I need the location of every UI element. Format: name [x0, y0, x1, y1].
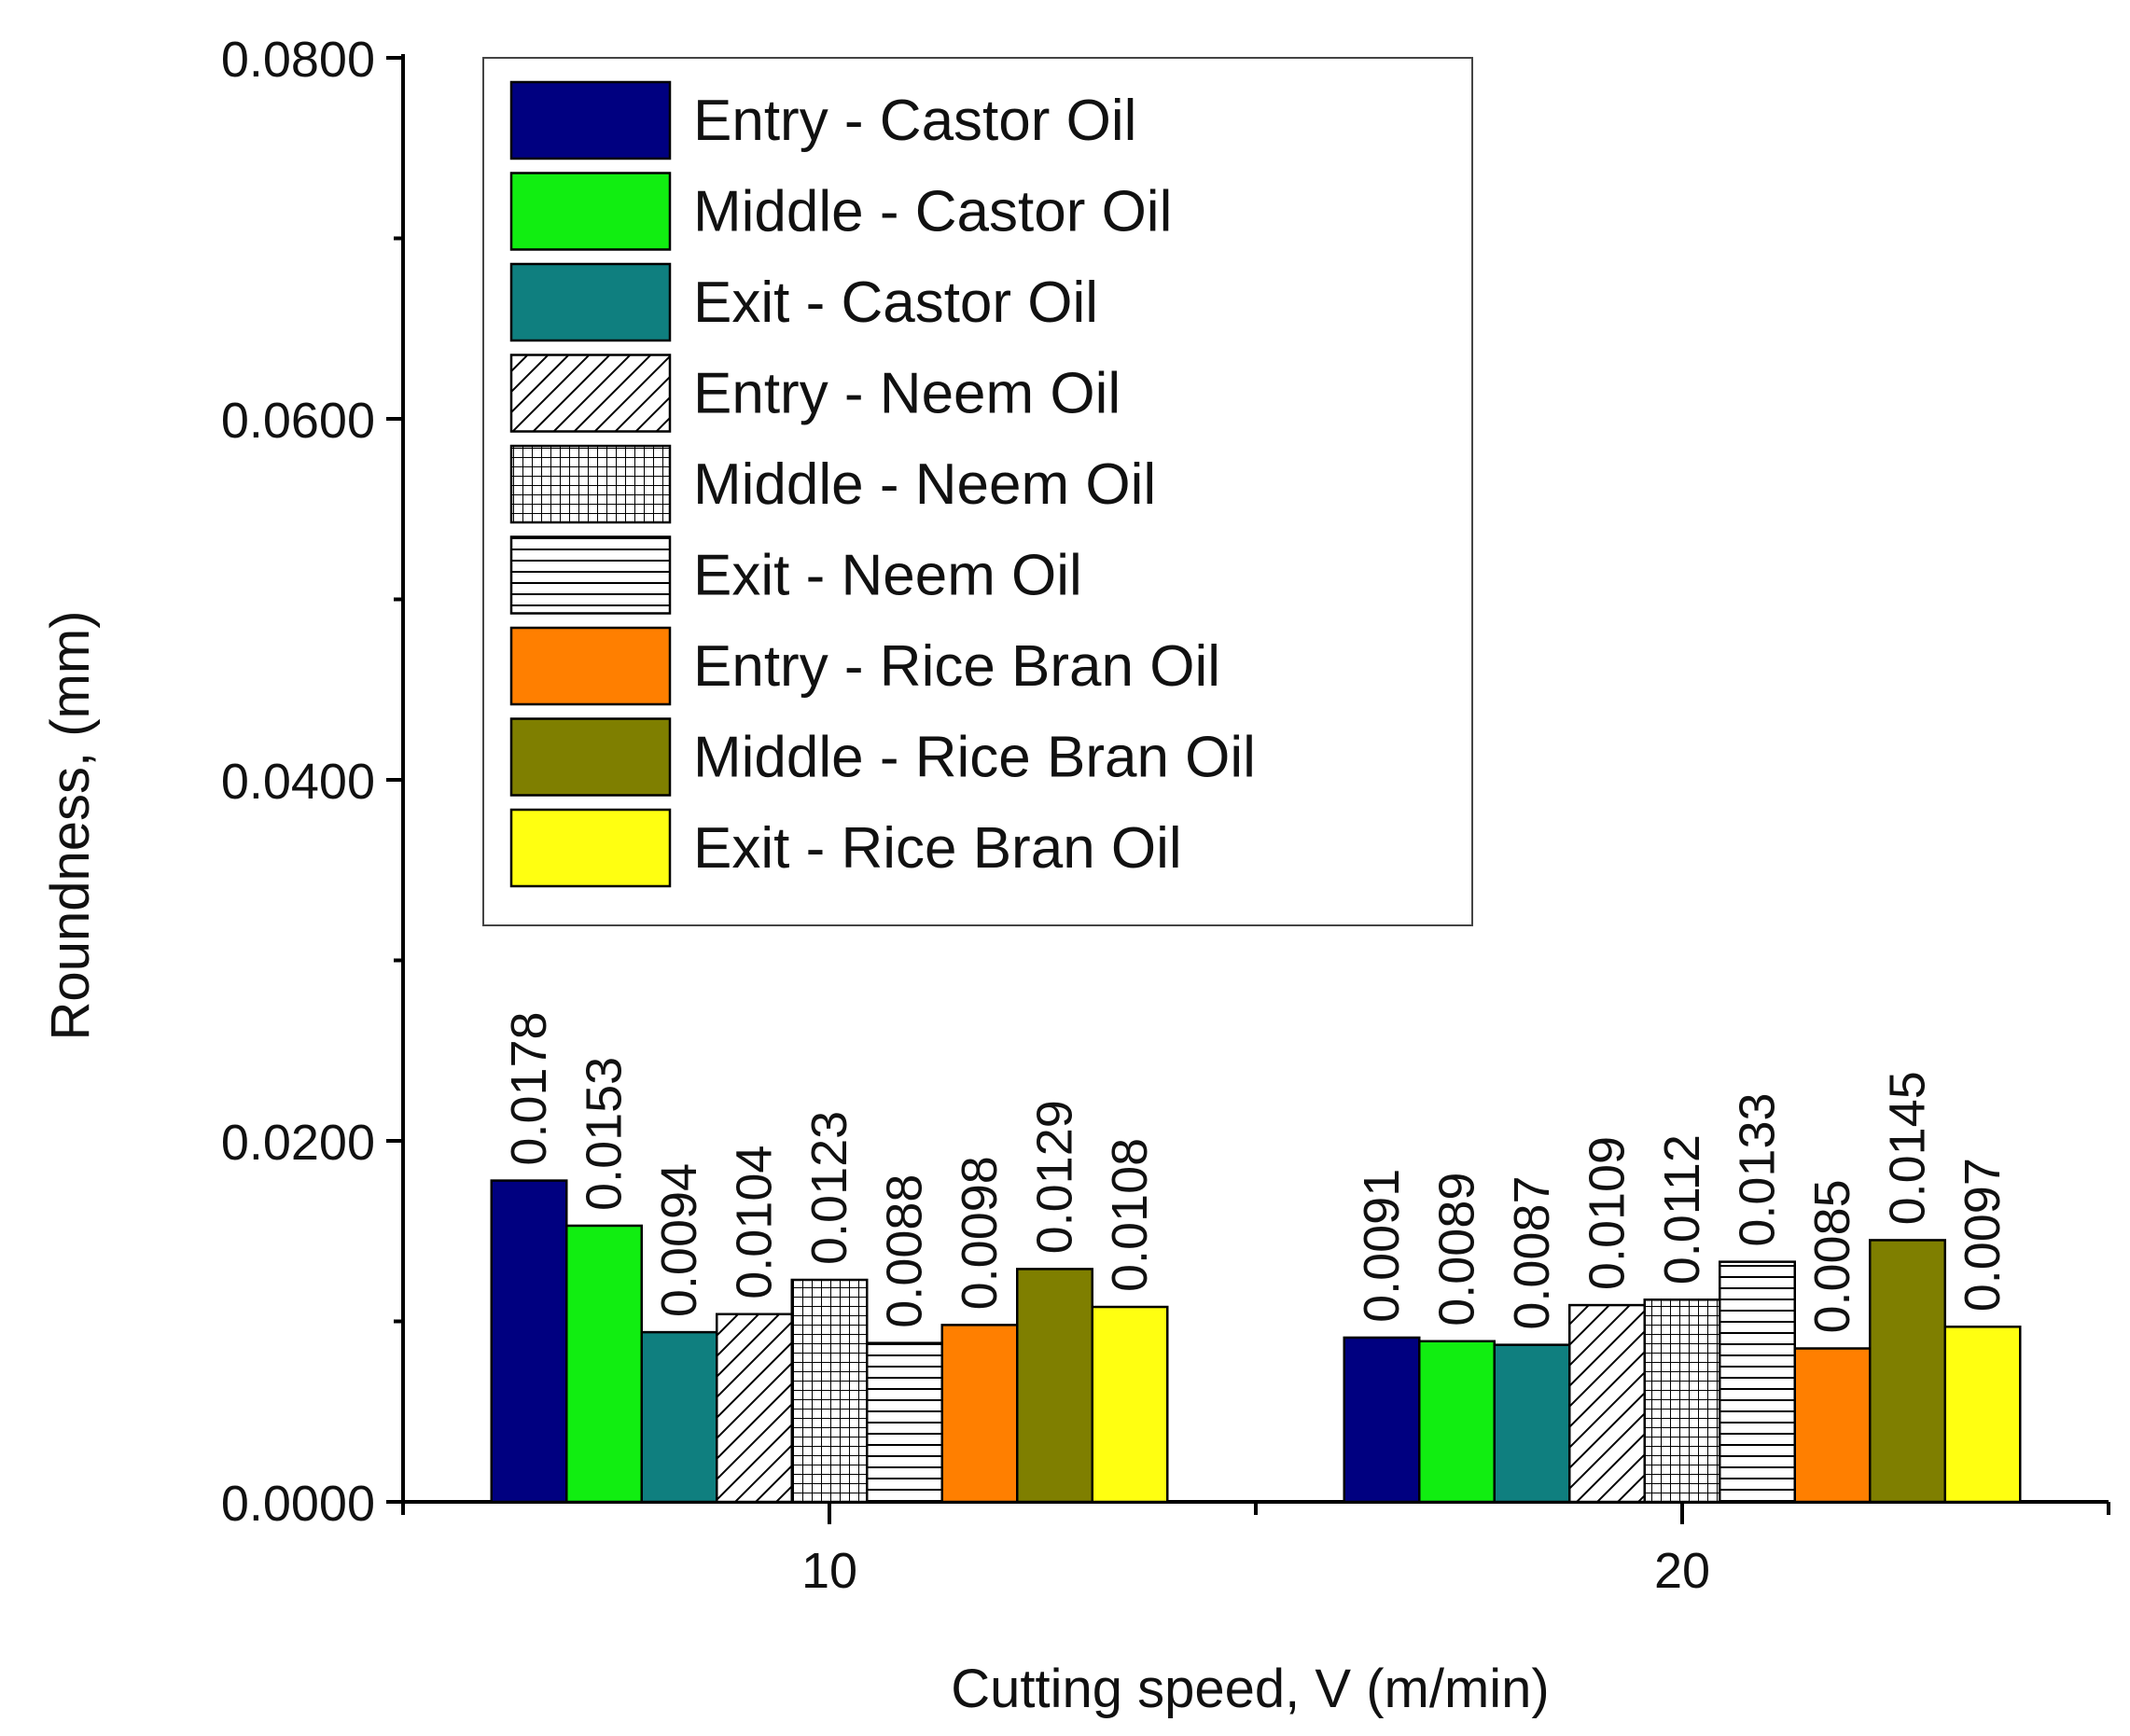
- legend-label: Middle - Rice Bran Oil: [693, 726, 1256, 790]
- y-tick-label: 0.0200: [221, 1115, 375, 1171]
- data-label: 0.0108: [1102, 1138, 1158, 1292]
- bar: [866, 1341, 943, 1504]
- data-label: 0.0109: [1580, 1136, 1636, 1290]
- data-label: 0.0129: [1027, 1100, 1083, 1254]
- bar: [1016, 1268, 1093, 1504]
- bar: [1643, 1299, 1721, 1504]
- data-label: 0.0112: [1654, 1134, 1710, 1285]
- legend: Entry - Castor Oil Middle - Castor Oil Exi…: [482, 57, 1473, 926]
- data-label: 0.0098: [952, 1156, 1008, 1310]
- bar: [1418, 1340, 1496, 1504]
- legend-label: Entry - Neem Oil: [693, 362, 1121, 426]
- data-label: 0.0133: [1730, 1092, 1786, 1246]
- data-label: 0.0091: [1354, 1169, 1410, 1323]
- data-label: 0.0178: [501, 1011, 557, 1165]
- legend-swatch: [509, 808, 672, 888]
- data-label: 0.0094: [651, 1163, 707, 1317]
- bar: [940, 1324, 1019, 1504]
- legend-label: Exit - Neem Oil: [693, 544, 1082, 608]
- data-label: 0.0123: [801, 1111, 857, 1265]
- bar: [1869, 1239, 1946, 1504]
- y-tick-label: 0.0600: [221, 393, 375, 449]
- y-tick-label: 0.0400: [221, 754, 375, 810]
- bar: [1343, 1336, 1421, 1504]
- legend-swatch: [509, 354, 672, 433]
- bar: [1091, 1305, 1169, 1504]
- y-tick-label: 0.0000: [221, 1476, 375, 1532]
- legend-label: Entry - Castor Oil: [693, 89, 1136, 153]
- legend-swatch: [509, 262, 672, 342]
- legend-label: Exit - Castor Oil: [693, 271, 1098, 335]
- data-label: 0.0145: [1880, 1071, 1936, 1225]
- bar: [1943, 1326, 2022, 1504]
- legend-label: Middle - Castor Oil: [693, 180, 1172, 244]
- bar: [1793, 1347, 1872, 1504]
- legend-swatch: [509, 626, 672, 706]
- bar: [1493, 1343, 1571, 1504]
- y-tick-label: 0.0800: [221, 32, 375, 88]
- plot-area: 0.0000 0.0200 0.0400 0.0600 0.0800 10 0.0178 0.…: [221, 32, 2110, 1599]
- bar: [1568, 1303, 1646, 1504]
- data-label: 0.0153: [577, 1057, 633, 1211]
- legend-label: Middle - Neem Oil: [693, 452, 1156, 517]
- x-tick-label: 20: [1654, 1543, 1710, 1599]
- legend-label: Entry - Rice Bran Oil: [693, 634, 1220, 699]
- legend-swatch: [509, 80, 672, 160]
- data-label: 0.0104: [727, 1146, 783, 1299]
- data-label: 0.0088: [877, 1174, 933, 1328]
- legend-swatch: [509, 172, 672, 251]
- bar: [490, 1179, 568, 1504]
- data-label: 0.0087: [1504, 1175, 1560, 1329]
- data-label: 0.0089: [1429, 1173, 1485, 1326]
- bar: [1719, 1260, 1796, 1504]
- legend-label: Exit - Rice Bran Oil: [693, 816, 1182, 881]
- legend-swatch: [509, 535, 672, 615]
- bar: [790, 1278, 869, 1504]
- x-tick-label: 10: [801, 1543, 857, 1599]
- y-axis-title: Roundness, (mm): [40, 611, 101, 1041]
- bar: [565, 1224, 643, 1504]
- legend-swatch: [509, 444, 672, 524]
- bar: [640, 1330, 718, 1504]
- x-axis-title: Cutting speed, V (m/min): [951, 1659, 1549, 1719]
- data-label: 0.0097: [1955, 1158, 2011, 1312]
- bar: [716, 1312, 793, 1504]
- data-label: 0.0085: [1804, 1179, 1860, 1333]
- legend-swatch: [509, 717, 672, 797]
